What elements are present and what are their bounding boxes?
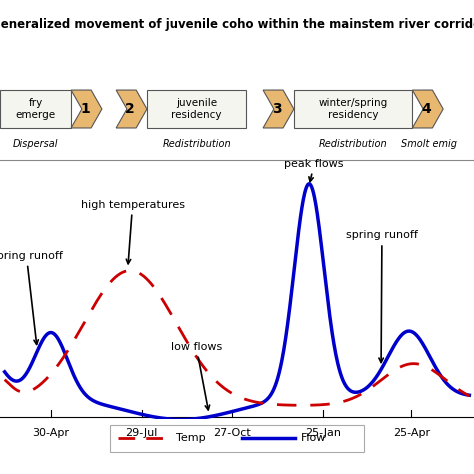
Text: high temperatures: high temperatures bbox=[81, 200, 184, 264]
Text: fry
emerge: fry emerge bbox=[16, 98, 55, 120]
FancyBboxPatch shape bbox=[147, 90, 246, 128]
Text: Flow: Flow bbox=[301, 433, 326, 444]
Text: Temp: Temp bbox=[176, 433, 206, 444]
Text: low flows: low flows bbox=[171, 342, 222, 410]
Text: 2: 2 bbox=[125, 102, 135, 116]
Text: Dispersal: Dispersal bbox=[13, 139, 58, 149]
Text: 3: 3 bbox=[272, 102, 282, 116]
Polygon shape bbox=[412, 90, 443, 128]
Text: Redistribution: Redistribution bbox=[163, 139, 231, 149]
FancyBboxPatch shape bbox=[294, 90, 412, 128]
Polygon shape bbox=[116, 90, 147, 128]
Text: 30-Apr: 30-Apr bbox=[33, 428, 70, 438]
Polygon shape bbox=[71, 90, 102, 128]
Text: peak flows: peak flows bbox=[284, 159, 344, 182]
Text: spring runoff: spring runoff bbox=[346, 230, 418, 363]
Text: Smolt emig: Smolt emig bbox=[401, 139, 457, 149]
Text: 25-Apr: 25-Apr bbox=[392, 428, 430, 438]
Text: winter/spring
residency: winter/spring residency bbox=[319, 98, 388, 120]
Text: 29-Jul: 29-Jul bbox=[126, 428, 158, 438]
Text: juvenile
residency: juvenile residency bbox=[172, 98, 222, 120]
Text: Redistribution: Redistribution bbox=[319, 139, 387, 149]
Text: 1: 1 bbox=[80, 102, 90, 116]
Text: spring runoff: spring runoff bbox=[0, 251, 63, 345]
Text: 25-Jan: 25-Jan bbox=[305, 428, 341, 438]
Text: 27-Oct: 27-Oct bbox=[213, 428, 251, 438]
Polygon shape bbox=[263, 90, 294, 128]
Bar bbox=[109, 425, 365, 452]
FancyBboxPatch shape bbox=[0, 90, 71, 128]
Text: Generalized movement of juvenile coho within the mainstem river corridor: Generalized movement of juvenile coho wi… bbox=[0, 18, 474, 31]
Text: 4: 4 bbox=[421, 102, 431, 116]
